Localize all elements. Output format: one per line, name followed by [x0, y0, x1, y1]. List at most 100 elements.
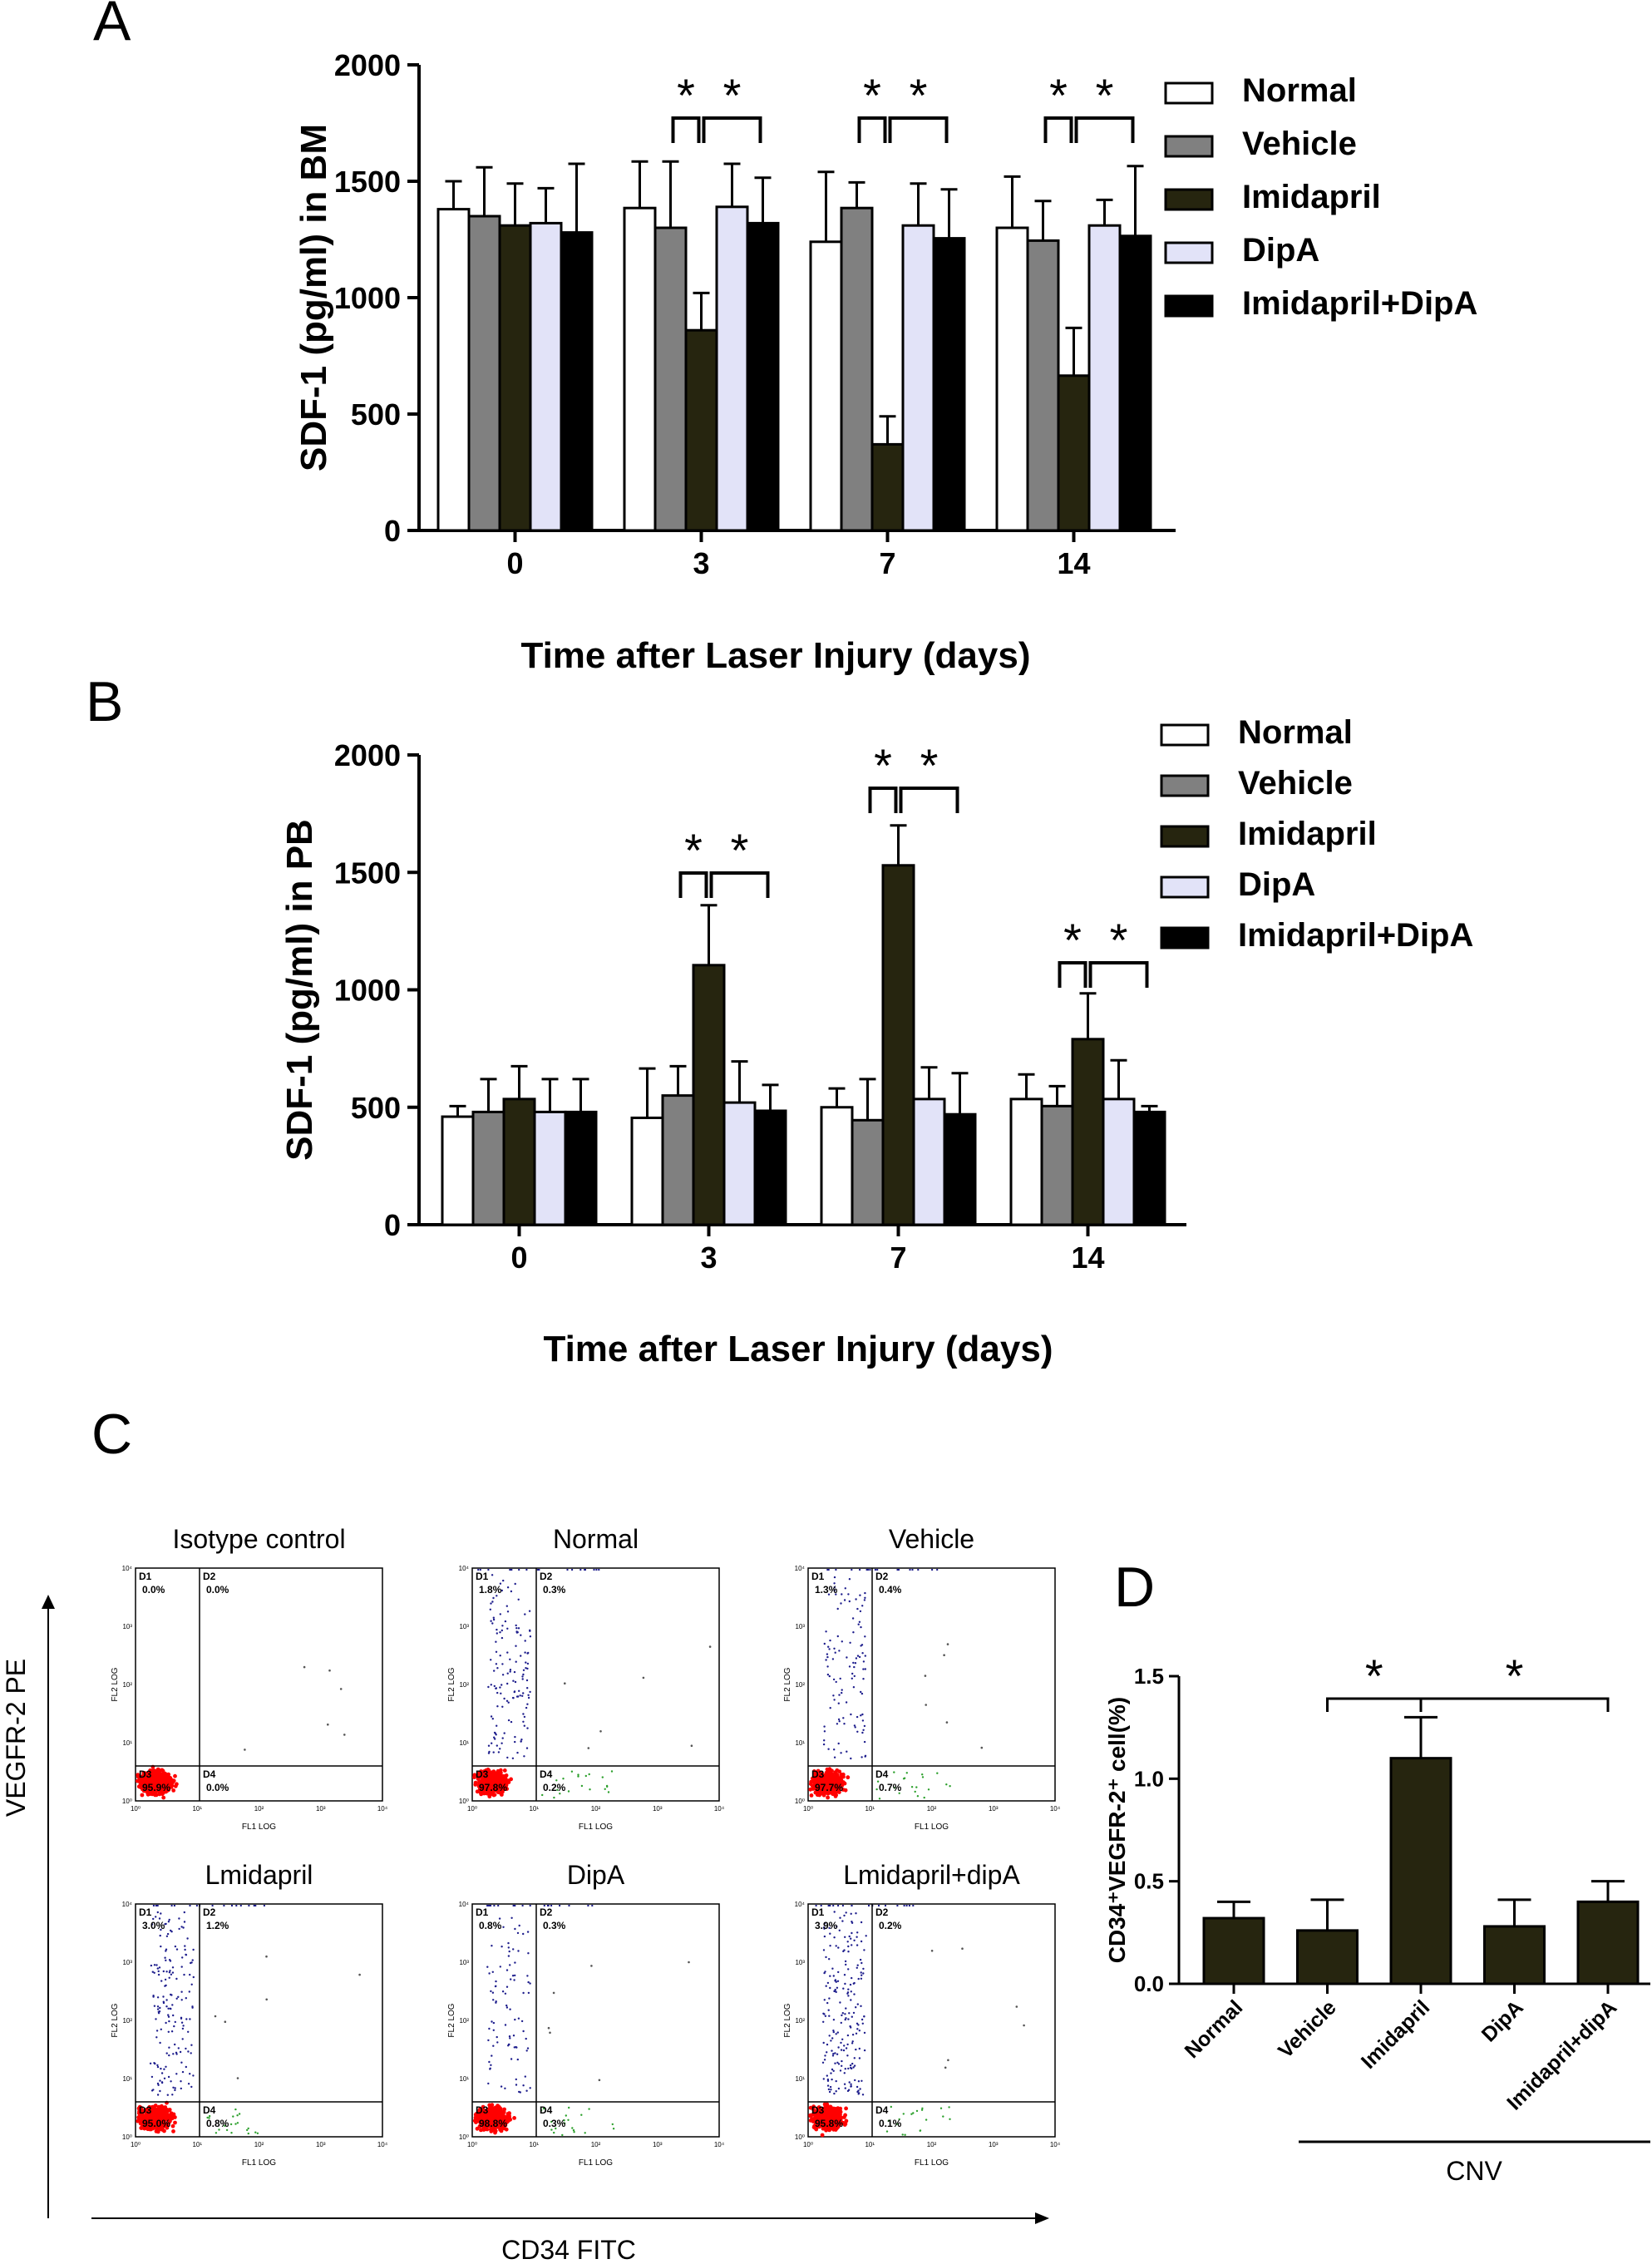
event-dot: [529, 1905, 531, 1906]
bar: [661, 1094, 695, 1226]
event-dot: [908, 1905, 910, 1906]
x-decade-label: 10⁰: [803, 1805, 813, 1813]
event-dot: [168, 2020, 170, 2023]
event-dot: [854, 1662, 857, 1665]
x-axis-title: Time after Laser Injury (days): [544, 1329, 1053, 1369]
bar: [1483, 1925, 1546, 1985]
bar: [995, 226, 1029, 532]
event-dot: [858, 2057, 861, 2059]
x-decade-label: 10⁰: [467, 1805, 477, 1813]
event-dot: [854, 1726, 856, 1729]
event-dot: [514, 1974, 516, 1977]
event-dot: [489, 2067, 491, 2069]
event-dot: [831, 2049, 833, 2052]
event-dot: [843, 2072, 846, 2074]
significance-star: *: [723, 69, 742, 121]
event-dot: [518, 1569, 520, 1571]
legend-swatch: [1164, 241, 1214, 264]
flow-plot-title: Vehicle: [889, 1524, 974, 1554]
quadrant-percent: 0.7%: [879, 1782, 902, 1793]
event-dot: [150, 1777, 155, 1782]
y-axis-title: SDF-1 (pg/ml) in PB: [279, 819, 320, 1161]
event-dot: [836, 1635, 839, 1638]
flow-y-arrowhead: [42, 1595, 55, 1609]
event-dot: [224, 2020, 227, 2023]
event-dot: [858, 2092, 861, 2094]
event-dot: [157, 1973, 160, 1976]
event-dot: [510, 1978, 512, 1980]
event-dot: [491, 1601, 494, 1603]
event-dot: [165, 1971, 168, 1973]
event-dot: [136, 1774, 141, 1779]
event-dot: [841, 1593, 843, 1596]
event-dot: [511, 1696, 515, 1699]
event-dot: [939, 2107, 943, 2109]
x-decade-label: 10²: [591, 2141, 601, 2148]
event-dot: [1015, 2005, 1018, 2008]
event-dot: [149, 2062, 152, 2064]
event-dot: [856, 1655, 860, 1657]
event-dot: [847, 2018, 850, 2020]
event-dot: [902, 1778, 905, 1780]
event-dot: [173, 1773, 177, 1778]
y-decade-label: 10³: [122, 1959, 132, 1966]
event-dot: [514, 1740, 516, 1744]
event-dot: [504, 1992, 507, 1995]
event-dot: [156, 1967, 159, 1970]
event-dot: [853, 1939, 856, 1941]
event-dot: [841, 2059, 843, 2063]
event-dot: [509, 1670, 511, 1673]
event-dot: [515, 1645, 517, 1647]
event-dot: [512, 2116, 516, 2120]
event-dot: [172, 2086, 175, 2089]
event-dot: [857, 2024, 860, 2026]
significance-bracket: [899, 787, 959, 813]
y-axis-title: SDF-1 (pg/ml) in BM: [293, 124, 334, 471]
event-dot: [917, 1569, 920, 1571]
event-dot: [837, 1971, 840, 1974]
event-dot: [506, 1586, 510, 1589]
quadrant-percent: 0.2%: [543, 1782, 566, 1793]
event-dot: [850, 1937, 852, 1940]
event-dot: [486, 1966, 489, 1968]
event-dot: [155, 1905, 157, 1906]
event-dot: [170, 1994, 173, 1996]
event-dot: [846, 1941, 849, 1943]
x-tick-label: DipA: [1477, 1995, 1528, 2046]
event-dot: [172, 2053, 175, 2055]
event-dot: [822, 2041, 825, 2045]
event-dot: [510, 2058, 513, 2060]
event-dot: [170, 2123, 175, 2128]
event-dot: [254, 2131, 257, 2133]
y-decade-label: 10²: [459, 2017, 469, 2025]
event-dot: [688, 1961, 690, 1964]
significance-star: *: [677, 69, 695, 121]
event-dot: [503, 1697, 505, 1700]
event-dot: [491, 1718, 494, 1720]
event-dot: [525, 1569, 528, 1571]
event-dot: [840, 2041, 842, 2045]
event-dot: [506, 1610, 510, 1613]
event-dot: [526, 1931, 530, 1933]
event-dot: [160, 2081, 164, 2084]
event-dot: [491, 2054, 493, 2057]
bar: [715, 205, 749, 532]
x-tick-label: 14: [1071, 1241, 1104, 1275]
event-dot: [1023, 2024, 1025, 2027]
event-dot: [168, 1959, 171, 1961]
event-dot: [527, 1952, 530, 1955]
event-dot: [848, 1665, 851, 1668]
event-dot: [565, 2114, 567, 2117]
event-dot: [606, 1785, 609, 1788]
fl2-label: FL2 LOG: [783, 2003, 792, 2037]
event-dot: [506, 1672, 509, 1675]
event-dot: [911, 1569, 914, 1571]
bar: [746, 221, 780, 532]
x-decade-label: 10⁴: [1050, 1805, 1061, 1813]
event-dot: [507, 1941, 510, 1945]
event-dot: [160, 1945, 162, 1948]
event-dot: [155, 2036, 158, 2039]
y-decade-label: 10⁰: [122, 1798, 132, 1805]
event-dot: [494, 1738, 496, 1740]
event-dot: [588, 1773, 590, 1776]
